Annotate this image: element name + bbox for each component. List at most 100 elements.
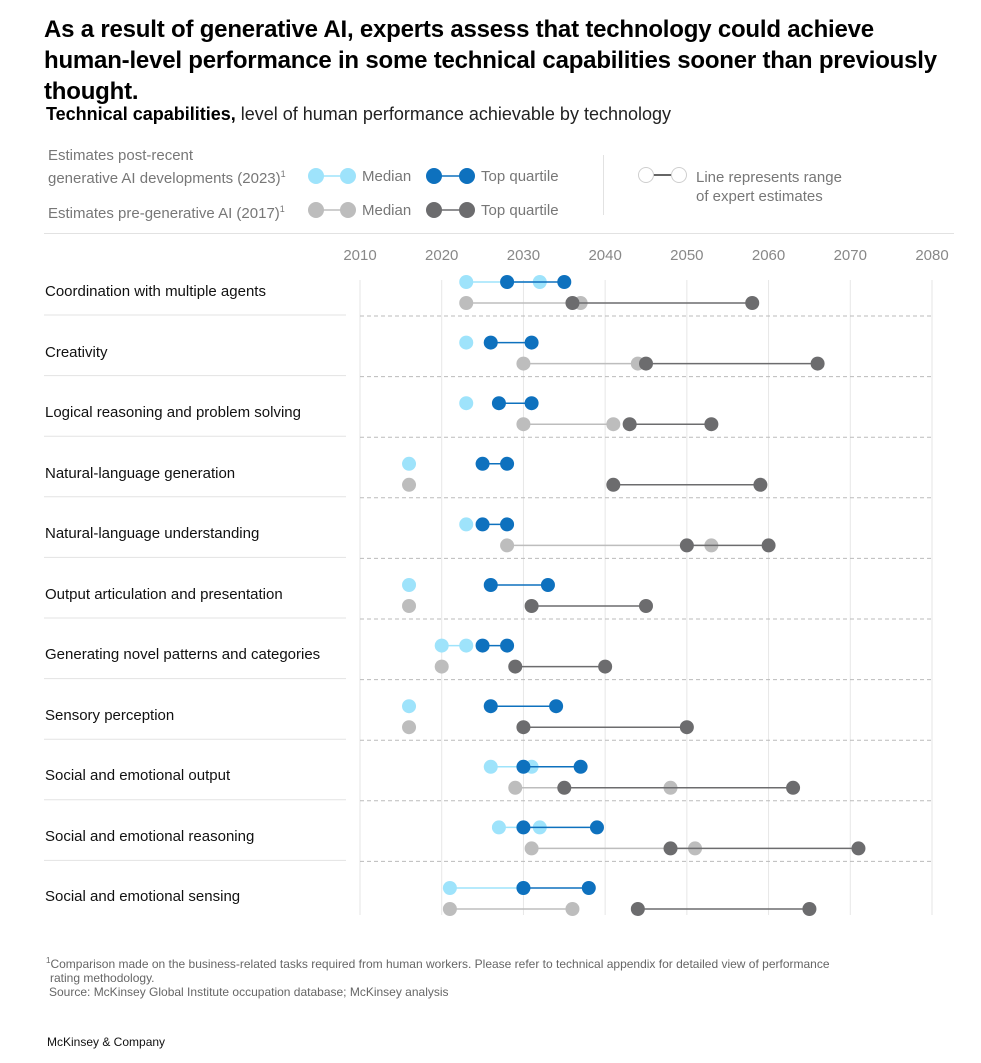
legend-range-label: Line represents range of expert estimate… — [696, 168, 842, 206]
post-top-quartile-point — [524, 335, 539, 350]
legend-post-footnote-marker: 1 — [280, 169, 286, 179]
footnote-line2: rating methodology. — [50, 971, 155, 985]
post-top-quartile-point — [573, 759, 588, 774]
post-top-quartile-point — [475, 456, 490, 471]
post-median-point — [459, 517, 474, 532]
x-tick-label: 2040 — [588, 247, 621, 264]
pre-top-quartile-point — [802, 902, 817, 916]
pre-median-point — [508, 780, 523, 795]
legend-post-median-label: Median — [362, 168, 412, 185]
pre-median-point — [606, 417, 621, 432]
row-label: Social and emotional output — [45, 767, 231, 784]
legend-post-label-line2: generative AI developments (2023) — [48, 170, 281, 187]
pre-top-quartile-point — [663, 841, 678, 856]
pre-top-quartile-point — [598, 659, 613, 674]
post-median-point — [459, 335, 474, 350]
post-top-quartile-point — [475, 517, 490, 532]
pre-median-point — [516, 417, 531, 432]
pre-top-quartile-point — [786, 780, 801, 795]
row-label: Output articulation and presentation — [45, 586, 283, 603]
footnote-marker: 1 — [46, 956, 51, 965]
row-label: Logical reasoning and problem solving — [45, 404, 301, 421]
legend-pre-top-marker — [426, 202, 475, 218]
legend-pre-label-text: Estimates pre-generative AI (2017) — [48, 205, 280, 222]
subtitle-bold: Technical capabilities, — [46, 104, 236, 124]
post-median-point — [434, 638, 449, 653]
row-label: Natural-language generation — [45, 465, 236, 482]
pre-top-quartile-point — [679, 720, 694, 735]
post-median-point — [459, 638, 474, 653]
row-label: Creativity — [45, 344, 108, 361]
pre-median-point — [442, 902, 457, 916]
post-top-quartile-point — [491, 396, 506, 411]
post-top-quartile-point — [500, 517, 515, 532]
post-median-point — [402, 456, 417, 471]
pre-median-point — [402, 477, 417, 492]
footnote: 1Comparison made on the business-related… — [46, 954, 906, 999]
post-median-point — [402, 699, 417, 714]
legend-post-median-marker — [308, 168, 356, 184]
x-tick-label: 2060 — [752, 247, 785, 264]
pre-top-quartile-point — [851, 841, 866, 856]
post-top-quartile-point — [500, 638, 515, 653]
post-top-quartile-point — [500, 275, 515, 289]
pre-top-quartile-point — [639, 356, 653, 371]
pre-top-quartile-point — [753, 477, 768, 492]
legend-pre-top-label: Top quartile — [481, 202, 559, 219]
post-top-quartile-point — [483, 578, 498, 592]
pre-top-quartile-point — [745, 296, 760, 310]
legend-post-label: Estimates post-recent generative AI deve… — [48, 146, 286, 188]
legend-markers — [308, 167, 687, 218]
x-tick-label: 2020 — [425, 247, 458, 264]
pre-median-point — [524, 841, 539, 856]
dumbbell-chart: 2010 2020 2030 2040 2050 2060 2070 2080 — [44, 247, 949, 916]
pre-median-point — [402, 720, 417, 735]
legend-range-line1: Line represents range — [696, 169, 842, 186]
pre-top-quartile-point — [761, 538, 776, 553]
post-top-quartile-point — [540, 578, 555, 592]
row-label: Coordination with multiple agents — [45, 283, 266, 300]
x-tick-label: 2050 — [670, 247, 703, 264]
pre-median-point — [459, 296, 474, 310]
post-median-point — [483, 759, 498, 774]
pre-top-quartile-point — [524, 599, 539, 613]
pre-median-point — [565, 902, 580, 916]
legend-divider — [44, 233, 954, 234]
post-top-quartile-point — [589, 820, 604, 835]
chart-title: As a result of generative AI, experts as… — [44, 16, 937, 105]
pre-top-quartile-point — [622, 417, 637, 432]
post-top-quartile-point — [549, 699, 564, 714]
pre-median-point — [500, 538, 515, 553]
post-top-quartile-point — [557, 275, 572, 289]
post-median-point — [459, 275, 474, 289]
legend-post-top-marker — [426, 168, 475, 184]
x-tick-label: 2030 — [507, 247, 540, 264]
pre-median-point — [402, 599, 417, 613]
x-tick-label: 2080 — [915, 247, 948, 264]
pre-top-quartile-point — [630, 902, 645, 916]
pre-top-quartile-point — [565, 296, 580, 310]
pre-top-quartile-point — [508, 659, 523, 674]
post-top-quartile-point — [516, 759, 531, 774]
post-median-point — [442, 881, 457, 895]
brand-logo-text: McKinsey & Company — [47, 1035, 166, 1049]
pre-median-point — [434, 659, 449, 674]
pre-top-quartile-point — [516, 720, 531, 735]
x-tick-label: 2010 — [343, 247, 376, 264]
subtitle-rest: level of human performance achievable by… — [235, 104, 672, 124]
row-label: Generating novel patterns and categories — [45, 646, 321, 663]
legend-pre-median-label: Median — [362, 202, 412, 219]
post-median-point — [459, 396, 474, 411]
post-top-quartile-point — [581, 881, 596, 895]
x-tick-label: 2070 — [834, 247, 867, 264]
legend-separator — [603, 155, 604, 215]
post-top-quartile-point — [483, 335, 498, 350]
post-top-quartile-point — [516, 881, 531, 895]
pre-top-quartile-point — [810, 356, 825, 371]
pre-median-point — [516, 356, 531, 371]
post-top-quartile-point — [475, 638, 490, 653]
pre-top-quartile-point — [679, 538, 694, 553]
legend-post-top-label: Top quartile — [481, 168, 559, 185]
pre-top-quartile-point — [704, 417, 719, 432]
post-top-quartile-point — [483, 699, 498, 714]
